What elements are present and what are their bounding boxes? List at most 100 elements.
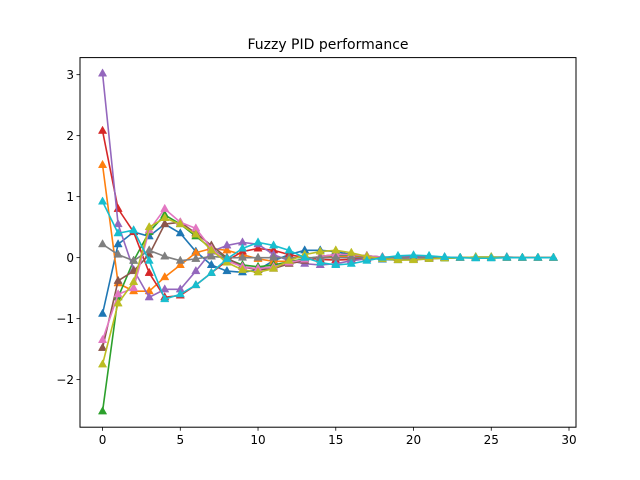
data-point-marker [455, 252, 465, 261]
data-point-marker [191, 229, 201, 238]
data-point-marker [113, 228, 123, 237]
data-point-marker [393, 250, 403, 259]
data-point-marker [129, 225, 139, 234]
data-point-marker [191, 265, 201, 275]
data-point-marker [393, 254, 403, 264]
data-point-marker [346, 247, 356, 256]
data-point-marker [97, 239, 108, 248]
data-point-marker [97, 159, 108, 168]
data-point-marker [113, 275, 123, 284]
data-point-marker [269, 252, 279, 261]
data-point-marker [440, 251, 450, 261]
data-point-marker [175, 218, 185, 228]
data-point-marker [144, 245, 154, 254]
data-point-marker [113, 289, 123, 298]
data-point-marker [253, 267, 263, 276]
data-point-marker [502, 252, 512, 261]
data-point-marker [175, 228, 185, 237]
data-point-marker [175, 255, 185, 264]
series-10 [97, 196, 559, 303]
data-point-marker [377, 252, 387, 261]
data-point-marker [346, 258, 356, 267]
data-point-marker [129, 283, 139, 292]
data-point-marker [331, 245, 341, 254]
data-point-marker [97, 406, 108, 415]
x-tick-label: 15 [328, 433, 343, 447]
data-point-marker [160, 203, 170, 212]
data-point-marker [113, 249, 123, 258]
x-tick-label: 5 [176, 433, 184, 447]
data-point-marker [237, 264, 248, 273]
data-point-marker [408, 250, 419, 259]
data-point-marker [144, 255, 154, 264]
data-point-marker [160, 294, 170, 303]
axes-layer [79, 57, 577, 428]
data-point-marker [237, 243, 248, 252]
y-tick-label: 1 [66, 190, 74, 204]
data-point-marker [160, 284, 170, 293]
data-point-marker [129, 255, 139, 264]
data-point-marker [362, 255, 372, 264]
data-point-marker [408, 254, 419, 264]
data-point-marker [206, 259, 216, 268]
data-point-marker [144, 222, 154, 231]
data-point-marker [97, 334, 108, 343]
y-tick-label: −1 [56, 312, 74, 326]
data-point-marker [144, 292, 154, 301]
data-point-marker [206, 245, 216, 254]
y-tick-label: −2 [56, 373, 74, 387]
data-point-marker [160, 218, 170, 228]
data-point-marker [237, 252, 248, 261]
data-point-marker [206, 267, 216, 276]
data-point-marker [113, 239, 123, 248]
y-tick-label: 3 [66, 68, 74, 82]
data-point-marker [97, 68, 108, 77]
data-point-marker [517, 252, 527, 261]
x-tick-label: 25 [484, 433, 499, 447]
data-point-marker [113, 218, 123, 228]
x-tick-label: 20 [406, 433, 421, 447]
y-tick-label: 2 [66, 129, 74, 143]
data-point-marker [253, 237, 263, 246]
data-point-marker [206, 251, 216, 260]
data-point-marker [300, 252, 310, 261]
data-point-marker [222, 265, 232, 275]
data-point-marker [486, 253, 496, 262]
data-point-marker [222, 240, 232, 249]
data-point-marker [113, 298, 123, 307]
data-point-marker [331, 259, 341, 268]
data-point-marker [269, 240, 279, 249]
data-point-marker [471, 253, 481, 262]
y-axis-ticks: −2 −1 0 1 2 3 [56, 68, 80, 387]
data-point-marker [222, 253, 232, 262]
data-point-marker [160, 212, 170, 222]
data-point-marker [175, 259, 185, 268]
data-point-marker [144, 267, 154, 276]
series-layer [97, 68, 559, 415]
data-point-marker [315, 257, 325, 266]
x-tick-label: 10 [250, 433, 265, 447]
x-tick-label: 0 [99, 433, 107, 447]
x-axis-ticks: 0 5 10 15 20 25 30 [99, 427, 577, 447]
data-point-marker [548, 252, 559, 261]
data-point-marker [129, 276, 139, 286]
data-point-marker [191, 279, 201, 289]
data-point-marker [160, 272, 170, 281]
plot-frame [79, 57, 577, 428]
data-point-marker [97, 342, 108, 351]
data-point-marker [284, 245, 294, 254]
data-point-marker [253, 243, 263, 252]
data-point-marker [175, 289, 185, 298]
data-point-marker [284, 255, 294, 264]
data-point-marker [97, 359, 108, 368]
data-point-marker [315, 246, 325, 255]
data-point-marker [533, 252, 543, 261]
x-tick-label: 30 [561, 433, 576, 447]
data-point-marker [253, 252, 263, 261]
data-point-marker [191, 253, 201, 262]
data-point-marker [97, 196, 108, 205]
data-point-marker [97, 308, 108, 317]
y-tick-label: 0 [66, 251, 74, 265]
